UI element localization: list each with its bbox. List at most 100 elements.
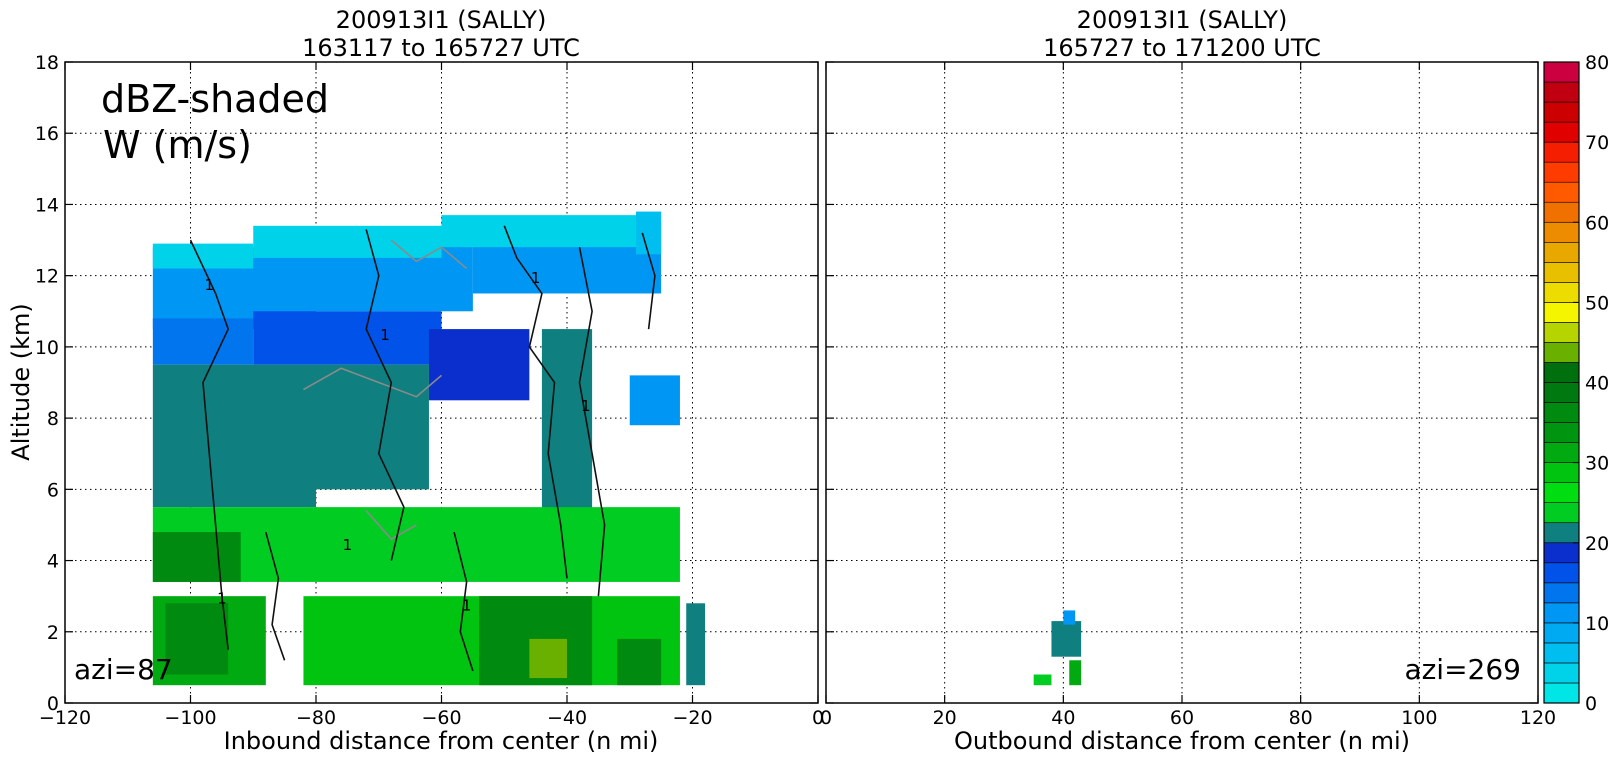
w-contour-negative [365, 510, 417, 541]
y-tick-label: 4 [47, 551, 59, 573]
left-panel: 1 1 1 1 1 1 1 −120 −100 −80 −60 −40 −20 0 0 2 4 6 8 10 12 1… [7, 6, 824, 755]
colorbar-segment [1543, 221, 1580, 243]
w-contour-label: 1 [380, 326, 390, 344]
colorbar: 0 10 20 30 40 50 60 70 80 [1543, 52, 1609, 715]
right-reflectivity-cell [1051, 621, 1082, 657]
left-reflectivity-cell [152, 243, 254, 269]
w-contour-line [365, 229, 405, 561]
w-contour-line [641, 232, 656, 330]
colorbar-tick-label: 70 [1585, 132, 1609, 154]
w-contour-line [453, 531, 474, 672]
colorbar-segment [1543, 161, 1580, 183]
colorbar-segment [1543, 442, 1580, 463]
left-x-tick-label: 0 [812, 707, 824, 729]
colorbar-segment [1543, 522, 1580, 544]
colorbar-segment [1543, 382, 1580, 403]
colorbar-segment [1543, 602, 1580, 624]
w-contour-label: 1 [217, 589, 227, 607]
left-reflectivity-cell [441, 215, 655, 248]
colorbar-segment [1543, 282, 1580, 303]
left-title-line2: 163117 to 165727 UTC [302, 34, 580, 62]
colorbar-segment [1543, 582, 1580, 604]
colorbar-segment [1543, 682, 1580, 704]
colorbar-segment [1543, 181, 1580, 203]
colorbar-segment [1543, 562, 1580, 584]
w-contour-label: 1 [581, 397, 591, 415]
left-x-axis-label: Inbound distance from center (n mi) [224, 727, 659, 755]
colorbar-segment [1543, 482, 1580, 503]
right-x-tick-label: 60 [1170, 707, 1194, 729]
left-reflectivity-cell [253, 311, 442, 365]
colorbar-segment [1543, 262, 1580, 283]
right-title-line2: 165727 to 171200 UTC [1043, 34, 1321, 62]
w-contour-label: 1 [343, 536, 353, 554]
w-contour-label: 1 [462, 596, 472, 614]
left-x-tick-label: −60 [421, 707, 461, 729]
left-x-tick-label: −80 [296, 707, 336, 729]
colorbar-segment [1543, 642, 1580, 664]
colorbar-segment [1543, 422, 1580, 443]
colorbar-segment [1543, 121, 1580, 143]
colorbar-tick-label: 30 [1585, 453, 1609, 475]
colorbar-ticks: 0 10 20 30 40 50 60 70 80 [1573, 52, 1609, 715]
right-x-tick-label: 0 [820, 707, 832, 729]
left-x-tick-label: −120 [39, 707, 91, 729]
y-tick-label: 8 [47, 408, 59, 430]
colorbar-segment [1543, 302, 1580, 323]
colorbar-segment [1543, 402, 1580, 423]
left-reflectivity-cell [617, 638, 662, 686]
y-tick-label: 0 [47, 693, 59, 715]
colorbar-segment [1543, 542, 1580, 564]
w-contour-line [189, 239, 230, 650]
left-title-line1: 200913I1 (SALLY) [336, 6, 547, 34]
colorbar-segment [1543, 622, 1580, 644]
annotation-w-units: W (m/s) [103, 123, 252, 167]
left-reflectivity-cell [529, 638, 567, 679]
right-y-ticks [826, 61, 1538, 704]
right-panel: 0 20 40 60 80 100 120 200913I1 (SALLY) 165727 … [820, 6, 1556, 755]
left-reflectivity-cell [636, 211, 662, 255]
right-x-axis-label: Outbound distance from center (n mi) [954, 727, 1410, 755]
y-tick-label: 16 [35, 123, 59, 145]
right-x-ticks: 0 20 40 60 80 100 120 [820, 62, 1556, 729]
y-tick-label: 14 [35, 194, 59, 216]
left-x-tick-label: −40 [547, 707, 587, 729]
left-reflectivity-cell [152, 364, 316, 508]
y-axis-label: Altitude (km) [7, 303, 35, 460]
y-tick-label: 10 [35, 337, 59, 359]
colorbar-tick-label: 10 [1585, 613, 1609, 635]
right-x-tick-label: 80 [1289, 707, 1313, 729]
left-reflectivity-cell [428, 329, 530, 401]
right-x-tick-label: 40 [1051, 707, 1075, 729]
right-azimuth-label: azi=269 [1404, 653, 1521, 686]
y-tick-label: 2 [47, 622, 59, 644]
w-contour-negative [390, 239, 468, 270]
left-x-tick-label: −100 [164, 707, 216, 729]
w-contour-label: 1 [205, 276, 215, 294]
colorbar-segment [1543, 241, 1580, 263]
left-w-contours: 1 1 1 1 1 1 1 [189, 225, 656, 672]
colorbar-segment [1543, 101, 1580, 123]
left-azimuth-label: azi=87 [74, 653, 173, 686]
left-plot-area: 1 1 1 1 1 1 1 [65, 62, 818, 703]
colorbar-tick-label: 50 [1585, 292, 1609, 314]
right-reflectivity-field [1033, 610, 1082, 686]
left-reflectivity-cell [152, 532, 241, 582]
left-x-tick-label: −20 [672, 707, 712, 729]
right-x-tick-label: 100 [1401, 707, 1437, 729]
w-contour-line [265, 531, 286, 661]
left-reflectivity-cell [686, 603, 706, 686]
colorbar-segment [1543, 462, 1580, 483]
annotation-dbz-shaded: dBZ-shaded [101, 77, 329, 121]
right-reflectivity-cell [1069, 660, 1082, 686]
colorbar-tick-label: 0 [1585, 693, 1597, 715]
right-title-line1: 200913I1 (SALLY) [1077, 6, 1288, 34]
right-reflectivity-cell [1033, 674, 1052, 686]
colorbar-tick-label: 20 [1585, 533, 1609, 555]
left-x-ticks: −120 −100 −80 −60 −40 −20 0 [39, 62, 824, 729]
y-tick-label: 18 [35, 52, 59, 74]
colorbar-segment [1543, 502, 1580, 524]
w-contour-line [578, 247, 606, 597]
y-tick-label: 6 [47, 479, 59, 501]
